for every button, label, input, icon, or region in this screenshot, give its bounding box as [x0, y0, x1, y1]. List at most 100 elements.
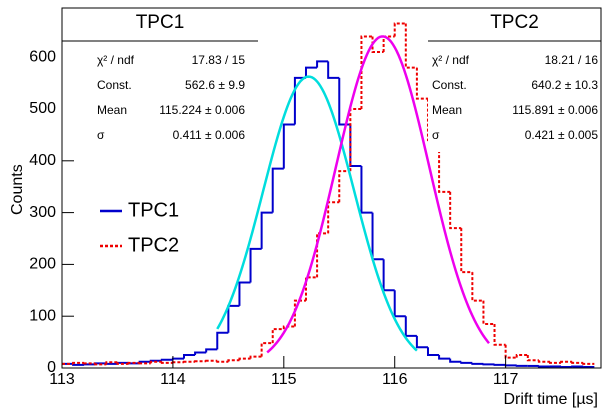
histogram-bin [438, 140, 451, 193]
x-tick-label: 117 [493, 371, 519, 388]
histogram-bin [94, 363, 107, 366]
histogram-bin [227, 304, 240, 333]
stats-box [428, 8, 601, 152]
stats-label: σ [97, 128, 105, 142]
histogram-bin [83, 362, 96, 365]
histogram-bin [504, 364, 517, 367]
histogram-bin [404, 23, 417, 69]
x-tick-label: 114 [160, 371, 186, 388]
fit-curve [266, 35, 490, 354]
x-tick-label: 115 [271, 371, 297, 388]
histogram-bin [205, 359, 218, 362]
histogram-bin [460, 361, 473, 364]
stats-label: Mean [432, 103, 462, 117]
stats-value: 640.2 ± 10.3 [531, 78, 598, 92]
histogram-bin [438, 355, 451, 360]
histogram-bin [160, 358, 173, 361]
stats-value: 18.21 / 16 [545, 53, 599, 67]
histogram-bin [360, 35, 373, 110]
stats-value: 115.891 ± 0.006 [512, 103, 598, 117]
histogram-bin [105, 362, 118, 365]
histogram-bin [404, 316, 417, 337]
histogram-bin [227, 359, 240, 362]
histogram-bin [504, 344, 517, 359]
histogram-bin [327, 201, 340, 234]
histogram-bin [160, 361, 173, 364]
stats-box [62, 8, 258, 152]
fit-curve [216, 75, 418, 352]
histogram-bin [171, 357, 184, 360]
histogram-bin [138, 362, 151, 365]
stats-label: Const. [97, 78, 132, 92]
histogram-bin [171, 361, 184, 364]
histogram-bin [482, 300, 495, 325]
histogram-bin [449, 358, 462, 363]
histogram-bin [460, 228, 473, 274]
histogram-bin [582, 362, 595, 365]
histogram-bin [393, 22, 406, 37]
histogram-bin [194, 360, 207, 363]
histogram-bin [382, 259, 395, 292]
histogram-bin [72, 361, 85, 364]
histogram-bin [282, 123, 295, 169]
histogram-bin [471, 362, 484, 365]
stats-label: χ² / ndf [432, 53, 470, 67]
stats-value: 115.224 ± 0.006 [159, 103, 245, 117]
stats-title: TPC2 [490, 12, 539, 33]
histogram-bin [304, 276, 318, 301]
histogram-bin [182, 354, 196, 359]
histogram-bin [426, 347, 440, 357]
stats-value: 562.6 ± 9.9 [185, 78, 245, 92]
stats-label: σ [432, 128, 440, 142]
histogram-bin [537, 365, 550, 368]
histogram-bin [316, 60, 329, 68]
stats-value: 0.411 ± 0.006 [173, 128, 246, 142]
histogram-bin [548, 361, 562, 364]
histogram-bin [304, 66, 318, 78]
histogram-bin [327, 61, 340, 79]
histogram-bin [515, 354, 528, 358]
y-tick-label: 400 [29, 152, 56, 169]
histogram-bin [149, 360, 162, 364]
histogram-bin [216, 360, 229, 363]
histogram-bin [571, 361, 584, 364]
y-tick-label: 100 [29, 307, 56, 324]
histogram-bin [271, 328, 284, 344]
histogram-bin [260, 211, 273, 249]
histogram-bin [482, 363, 495, 366]
histogram-bin [415, 335, 428, 349]
histogram-bin [360, 165, 373, 214]
histogram-bin [83, 363, 96, 366]
histogram-bin [216, 331, 229, 350]
histogram-bin [127, 361, 140, 364]
stats-title: TPC1 [136, 12, 185, 33]
histogram-bin [526, 355, 539, 362]
histogram-bin [582, 365, 595, 368]
histogram-bin [393, 290, 406, 318]
histogram-bin [316, 232, 329, 278]
histogram-bin [415, 67, 428, 100]
histogram-bin [205, 348, 218, 353]
histogram-bin [282, 325, 295, 330]
histogram-bin [260, 342, 273, 357]
histogram-bin [515, 364, 528, 367]
plot-frame [61, 7, 602, 369]
histogram-bin [537, 360, 550, 363]
legend-label: TPC2 [128, 234, 179, 256]
histogram-bin [182, 360, 196, 363]
histogram-bin [560, 360, 573, 363]
histogram-bin [426, 98, 440, 142]
x-tick-label: 113 [49, 371, 75, 388]
histogram-bin [493, 363, 506, 366]
histogram-bin [249, 355, 262, 359]
stats-label: Mean [97, 103, 127, 117]
histogram-bin [238, 281, 251, 306]
histogram-bin [371, 36, 384, 54]
stats-label: Const. [432, 78, 467, 92]
histogram-bin [249, 247, 262, 283]
stats-value: 0.421 ± 0.005 [525, 128, 599, 142]
y-tick-label: 500 [29, 100, 56, 117]
histogram-bin [493, 323, 506, 346]
histogram-bin [72, 363, 85, 366]
